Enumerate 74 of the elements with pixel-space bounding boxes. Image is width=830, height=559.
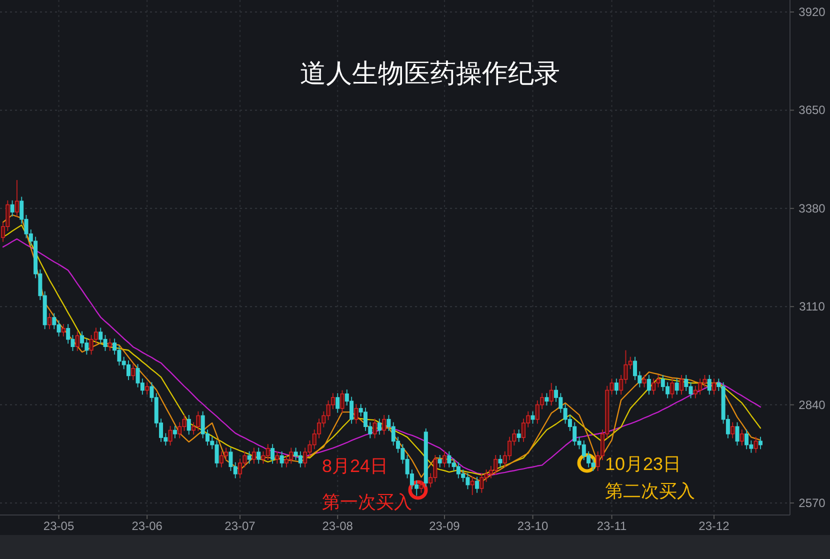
candlestick [744,429,749,450]
candlestick [75,330,80,352]
candlestick [266,444,270,461]
x-tick-label: 23-09 [429,519,460,533]
y-tick-label: 3650 [798,103,826,118]
candlestick [679,374,684,396]
candlestick [126,360,130,381]
candlestick [382,414,386,436]
x-tick-label: 23-06 [132,519,163,533]
candlestick [549,382,554,406]
candlestick [131,364,136,381]
candlestick [247,450,252,464]
candlestick [735,422,740,446]
candlestick [340,390,344,414]
x-tick-label: 23-11 [596,519,628,533]
candlestick [275,450,280,464]
candlestick [80,330,84,348]
candlestick [674,378,679,396]
candlestick [298,450,302,468]
candlestick [172,425,177,439]
annotation: 第一次买入 [322,492,412,512]
candlestick [516,429,521,442]
candlestick [270,444,275,464]
x-tick-label: 23-10 [517,519,548,533]
candlestick [614,378,618,396]
candlestick [377,418,382,436]
candlestick [470,476,474,496]
candlestick [498,454,502,468]
candlestick [707,374,712,396]
candlestick [256,447,261,464]
y-tick-label: 3380 [798,201,826,216]
y-tick-label: 2840 [798,398,826,412]
candlestick [238,458,242,479]
annotation: 10月23日 [605,454,682,474]
candlestick [754,436,758,454]
candlestick [168,425,172,446]
candlestick [646,374,651,396]
candlestick [670,378,674,399]
candlestick [758,436,762,450]
candlestick [252,447,256,464]
candlestick [419,480,424,494]
candlestick [108,338,112,352]
candlestick [280,450,284,468]
y-tick-label: 3110 [799,300,826,314]
text: 道人生物医药操作纪录 [300,58,560,88]
candlestick [438,454,442,468]
annotation: 第二次买入 [605,481,695,501]
candlestick [10,200,14,217]
candlestick [530,410,535,424]
annotation: 8月24日 [322,456,388,476]
candlestick [642,374,646,388]
candlestick [47,312,52,330]
candlestick [186,414,191,436]
x-tick-label: 23-07 [224,519,256,533]
y-tick-label: 2570 [798,496,826,510]
candlestick [66,324,70,344]
candlestick [442,450,446,468]
candlestick [354,404,358,424]
candlestick [544,392,549,406]
candlestick [145,382,150,396]
candlestick [372,418,377,439]
candlestick [303,447,308,468]
candlestick [730,422,735,439]
x-tick-label: 23-05 [43,519,74,533]
candlestick [14,180,19,217]
x-tick-label: 23-08 [322,519,354,533]
candlestick [61,324,66,337]
candlestick [633,356,638,381]
candlestick [475,476,480,494]
candlestick [712,378,716,396]
x-tick-label: 23-12 [698,519,730,533]
candlestick [336,392,340,414]
candlestick [740,429,744,446]
y-tick-label: 3920 [798,5,826,19]
